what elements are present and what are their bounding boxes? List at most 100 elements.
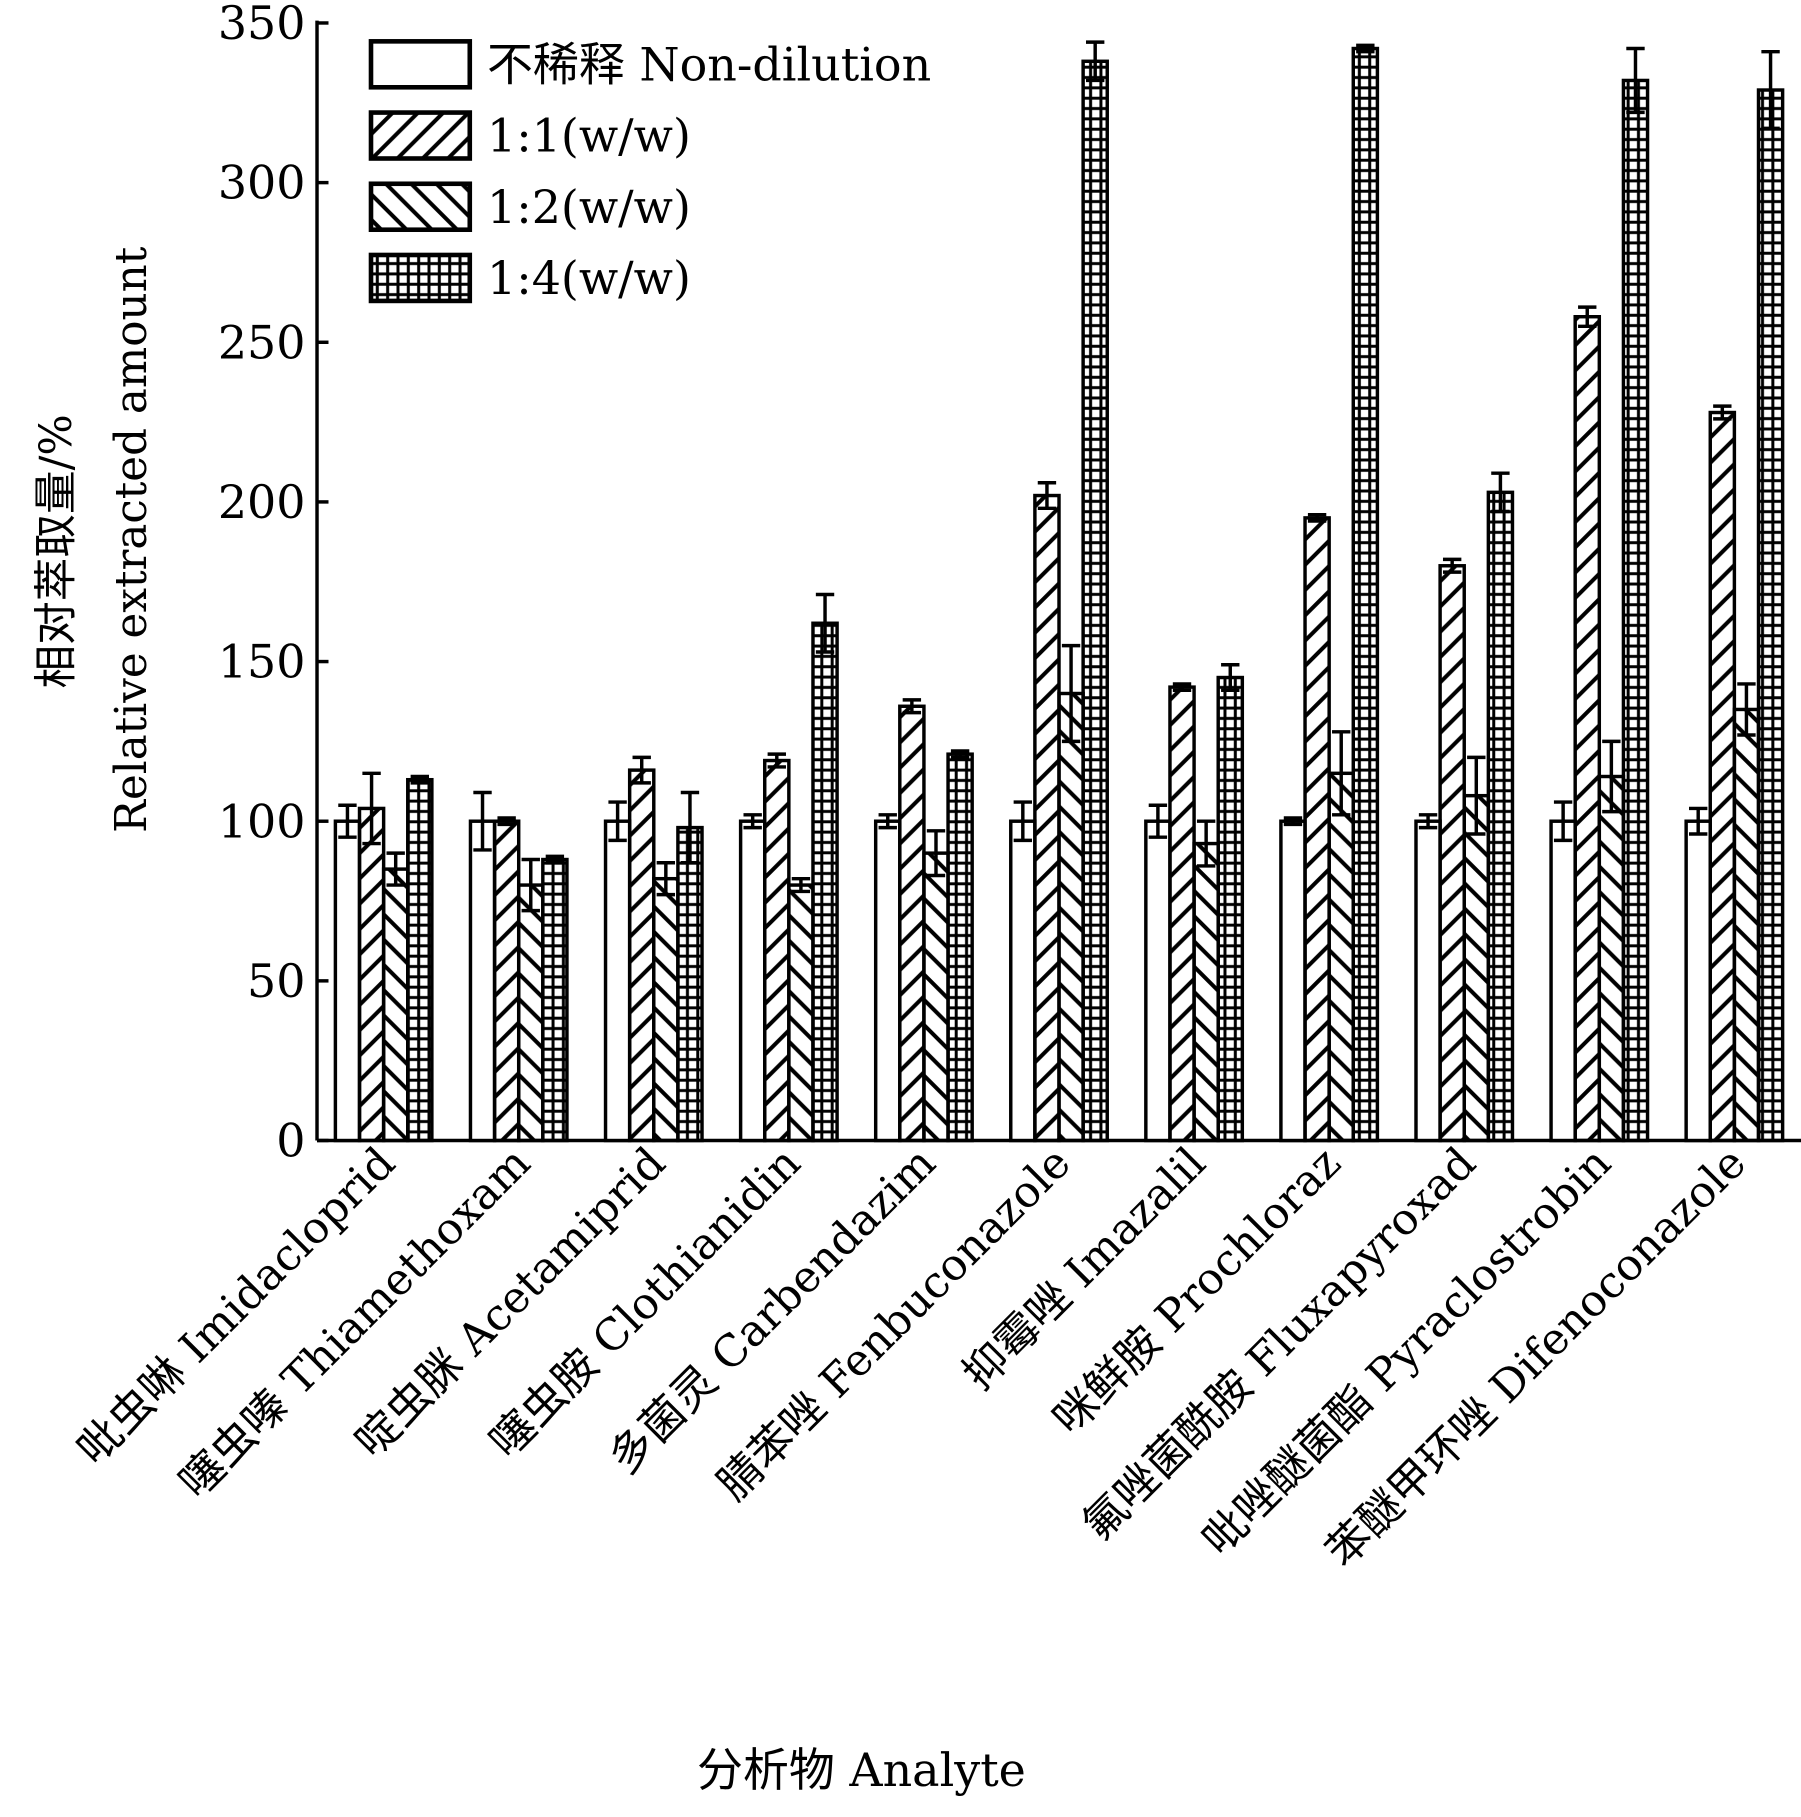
error-bar: [950, 749, 970, 760]
error-bar: [767, 752, 786, 769]
bar: [1144, 819, 1172, 1143]
error-bar: [632, 755, 651, 785]
error-bar: [1442, 557, 1462, 574]
error-bar: [878, 813, 897, 830]
y-tick-label: 250: [218, 315, 306, 369]
bar: [1486, 490, 1515, 1143]
bar: [627, 768, 656, 1143]
error-bar: [902, 698, 922, 715]
error-bar: [1307, 512, 1327, 523]
y-tick-label: 300: [218, 156, 306, 210]
y-tick-label: 50: [247, 954, 305, 1008]
error-bar: [1467, 755, 1486, 836]
error-bar: [338, 803, 357, 839]
legend-item: 1:2(w/w): [368, 180, 691, 234]
bar: [1708, 410, 1737, 1143]
error-bar: [1196, 819, 1216, 868]
legend-swatch: [368, 110, 473, 161]
legend-item: 1:1(w/w): [368, 109, 691, 163]
legend-swatch: [368, 39, 473, 90]
bar: [1597, 774, 1626, 1143]
bar: [468, 819, 497, 1143]
bar: [1549, 819, 1577, 1143]
x-axis-label: 分析物 Analyte: [697, 1743, 1026, 1797]
y-axis-label-en: Relative extracted amount: [106, 246, 157, 833]
legend-item: 1:4(w/w): [368, 251, 691, 305]
error-bar: [1553, 800, 1573, 843]
error-bar: [1737, 682, 1756, 737]
error-bar: [521, 857, 540, 913]
legend-item: 不稀释 Non-dilution: [368, 37, 931, 91]
error-bar: [815, 592, 835, 654]
error-bar: [1332, 730, 1351, 817]
bar: [1462, 793, 1491, 1143]
bar: [1351, 46, 1380, 1143]
bar: [787, 883, 815, 1143]
legend-swatch: [368, 181, 473, 233]
legend-label: 1:2(w/w): [487, 180, 691, 234]
bar: [1438, 564, 1466, 1143]
bar: [406, 777, 434, 1143]
error-bar: [1418, 813, 1438, 830]
error-bar: [1172, 682, 1192, 693]
error-bar: [473, 790, 492, 852]
error-bar: [656, 860, 676, 897]
legend-label: 1:4(w/w): [487, 251, 691, 305]
error-bar: [680, 790, 700, 865]
error-bar: [1602, 739, 1621, 814]
error-bar: [1037, 481, 1057, 511]
bar: [1216, 675, 1245, 1143]
bar: [738, 819, 767, 1143]
bar: [357, 806, 386, 1143]
error-bar: [1626, 46, 1645, 115]
bar: [492, 819, 521, 1143]
bar: [1057, 691, 1085, 1143]
bar: [898, 704, 926, 1143]
bar: [1303, 516, 1331, 1143]
error-bar: [1491, 471, 1510, 514]
bar: [1168, 685, 1196, 1143]
bar: [873, 819, 902, 1143]
error-bar: [545, 854, 565, 865]
error-bar: [362, 771, 381, 846]
bar: [1621, 78, 1650, 1143]
bar: [676, 825, 704, 1143]
legend-label: 1:1(w/w): [487, 109, 691, 163]
bar: [946, 752, 974, 1143]
error-bar: [1578, 305, 1597, 329]
bar: [1732, 707, 1761, 1143]
error-bar: [1713, 404, 1732, 421]
error-bar: [1356, 43, 1375, 54]
bar: [381, 867, 410, 1143]
bar: [516, 883, 545, 1143]
legend-label: 不稀释 Non-dilution: [487, 37, 931, 91]
bar: [652, 876, 680, 1143]
error-bar: [386, 851, 405, 887]
bar: [811, 621, 839, 1143]
y-tick-label: 200: [218, 475, 306, 529]
bar: [1573, 315, 1602, 1143]
y-tick-label: 150: [218, 635, 306, 689]
error-bar: [608, 800, 627, 843]
error-bar: [1761, 49, 1780, 131]
error-bar: [1061, 643, 1081, 744]
error-bar: [1013, 800, 1033, 843]
bar: [763, 758, 791, 1143]
error-bar: [497, 816, 516, 827]
error-bar: [926, 829, 946, 878]
bar: [1009, 819, 1037, 1143]
bar: [1327, 771, 1355, 1143]
bar: [1756, 88, 1785, 1143]
error-bar: [791, 876, 811, 894]
bar: [1684, 819, 1712, 1143]
error-bar: [1085, 40, 1105, 83]
bar: [1081, 59, 1109, 1143]
bar: [1279, 819, 1307, 1143]
error-bar: [1689, 806, 1708, 836]
error-bar: [743, 813, 762, 830]
x-tick-label: 抑霉唑 Imazalil: [953, 1137, 1215, 1399]
bar: [333, 819, 362, 1143]
error-bar: [1283, 816, 1303, 827]
y-axis-label-cn: 相对萃取量/%: [31, 414, 82, 688]
